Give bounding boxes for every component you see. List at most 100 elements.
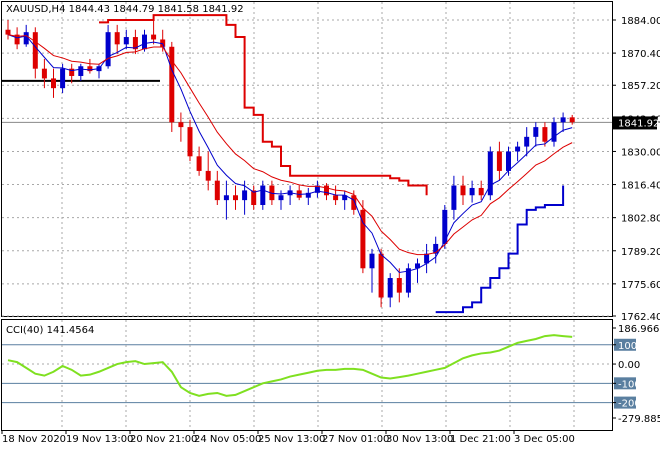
cci-level-box xyxy=(614,396,636,409)
indicators xyxy=(7,14,573,314)
candle-body xyxy=(114,32,120,45)
candle-body xyxy=(351,195,357,210)
price-axis: 1884.001870.401857.201843.601830.001816.… xyxy=(612,16,660,323)
cci-grid xyxy=(2,320,612,430)
cci-polyline xyxy=(7,334,573,397)
candle-body xyxy=(405,268,411,293)
cci-level-box xyxy=(614,377,636,390)
trailing-stop-lower xyxy=(435,185,565,314)
candle-body xyxy=(269,185,275,201)
candle-body xyxy=(324,185,329,196)
time-tick-label: 18 Nov 2020 xyxy=(2,434,66,445)
cci-line xyxy=(7,334,573,397)
candle-body xyxy=(569,117,575,123)
cci-tick-label: -100 xyxy=(618,379,641,390)
time-tick-label: 19 Nov 13:00 xyxy=(66,434,133,445)
trailing-stop-upper xyxy=(99,14,428,196)
candle-body xyxy=(123,37,129,45)
candle-body xyxy=(387,278,393,298)
candle-body xyxy=(342,195,348,201)
candle-body xyxy=(524,136,530,147)
cci-tick-label: -200 xyxy=(618,399,641,410)
price-tick-label: 1857.20 xyxy=(621,81,660,92)
candle-body xyxy=(233,195,238,201)
price-tick-label: 1816.40 xyxy=(621,181,660,192)
time-tick-label: 25 Nov 13:00 xyxy=(258,434,325,445)
candle-body xyxy=(506,151,511,171)
time-tick-label: 1 Dec 21:00 xyxy=(450,434,511,445)
candle-body xyxy=(196,156,202,171)
candle-body xyxy=(424,253,430,264)
price-tick-label: 1789.20 xyxy=(621,247,660,258)
cci-tick-label: 186.966 xyxy=(618,324,659,335)
candle-body xyxy=(251,190,257,205)
candle-body xyxy=(396,278,402,293)
price-tick-label: 1802.80 xyxy=(621,214,660,225)
candle-body xyxy=(132,37,138,50)
candle-body xyxy=(305,192,311,198)
candle-body xyxy=(169,46,175,123)
cci-tick-label: 100 xyxy=(618,341,637,352)
candle-body xyxy=(542,127,548,142)
cci-level-box xyxy=(614,338,636,351)
cci-header: CCI(40) 141.4564 xyxy=(6,325,94,336)
time-tick-label: 30 Nov 13:00 xyxy=(386,434,453,445)
price-tick-label: 1762.40 xyxy=(621,312,660,323)
candle-body xyxy=(60,68,66,89)
candle-body xyxy=(369,253,375,269)
candle-body xyxy=(333,195,339,201)
price-tick-label: 1775.60 xyxy=(621,280,660,291)
candle-body xyxy=(433,243,439,254)
candle-body xyxy=(105,32,111,67)
current-price-box xyxy=(613,116,657,130)
candle-body xyxy=(178,122,184,128)
current-price-label: 1841.92 xyxy=(618,118,659,129)
candle-body xyxy=(560,117,566,123)
candle-body xyxy=(87,66,93,72)
candle-body xyxy=(151,34,157,40)
candle-body xyxy=(214,180,220,201)
candle-body xyxy=(14,34,20,45)
time-tick-label: 24 Nov 05:00 xyxy=(194,434,261,445)
candle-body xyxy=(451,185,457,210)
candle-body xyxy=(5,29,11,35)
candle-body xyxy=(360,209,366,269)
candle-body xyxy=(23,32,29,45)
candle-body xyxy=(32,32,38,69)
price-tick-label: 1884.00 xyxy=(621,16,660,27)
candle-body xyxy=(260,185,266,205)
candle-body xyxy=(487,151,493,196)
candle-body xyxy=(415,263,420,269)
candle-body xyxy=(160,39,166,47)
cci-axis: 186.966 100 0.00 -100 -200 -279.8854 xyxy=(612,324,660,425)
candle-body xyxy=(469,187,475,196)
candle-body xyxy=(442,209,448,244)
candle-body xyxy=(142,34,147,50)
candle-body xyxy=(78,66,84,76)
chart-header: XAUUSD,H4 1844.43 1844.79 1841.58 1841.9… xyxy=(6,4,244,15)
candle-body xyxy=(278,195,284,201)
cci-panel[interactable] xyxy=(1,319,613,431)
candle-body xyxy=(378,253,384,298)
candle-body xyxy=(51,78,56,89)
time-tick-label: 3 Dec 05:00 xyxy=(514,434,575,445)
price-tick-label: 1830.00 xyxy=(621,147,660,158)
price-tick-label: 1870.40 xyxy=(621,49,660,60)
candle-body xyxy=(515,146,521,152)
slow-ma-line xyxy=(7,34,573,256)
candle-body xyxy=(478,187,484,196)
candle-body xyxy=(460,185,466,196)
candle-body xyxy=(551,122,557,142)
candle-body xyxy=(205,170,211,181)
cci-tick-label: -279.8854 xyxy=(618,414,660,425)
candle-body xyxy=(223,195,229,201)
time-tick-label: 20 Nov 21:00 xyxy=(130,434,197,445)
candle-body xyxy=(496,151,502,171)
candle-body xyxy=(187,127,193,157)
candle-body xyxy=(69,68,75,76)
candle-body xyxy=(242,190,248,201)
cci-tick-label: 0.00 xyxy=(618,360,640,371)
candle-body xyxy=(314,185,320,193)
